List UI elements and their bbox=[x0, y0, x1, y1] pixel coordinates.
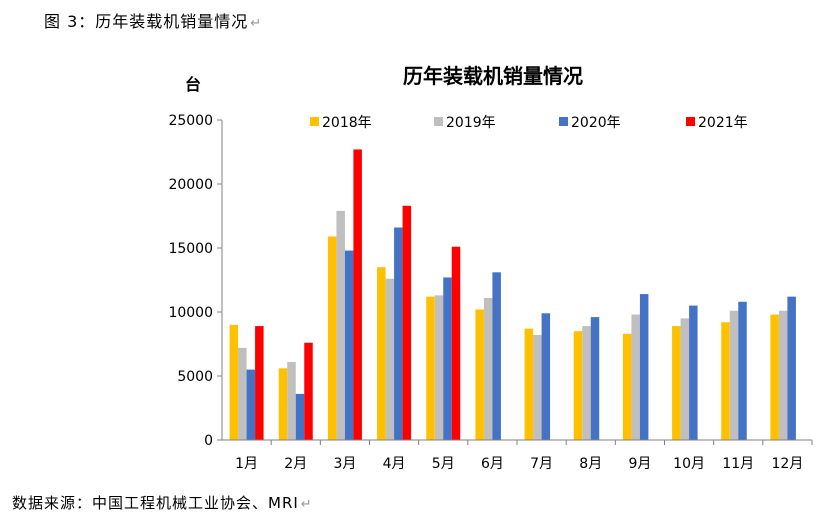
bar-2019年-10月 bbox=[681, 318, 690, 440]
bar-2019年-8月 bbox=[582, 326, 591, 440]
source-note: 数据来源：中国工程机械工业协会、MRI ↵ bbox=[12, 492, 313, 513]
y-tick-label: 10000 bbox=[168, 305, 213, 321]
legend-label: 2019年 bbox=[446, 115, 496, 131]
legend-label: 2018年 bbox=[322, 115, 372, 131]
legend: 2018年 2019年 2020年 2021年 bbox=[310, 115, 748, 131]
bar-2021年-1月 bbox=[255, 326, 263, 440]
bar-2020年-11月 bbox=[738, 302, 747, 440]
bar-2020年-1月 bbox=[247, 370, 256, 440]
bar-chart: 历年装载机销量情况 台 2018年 2019年 2020年 2021年 0 5000 10… bbox=[0, 0, 824, 515]
return-mark-icon: ↵ bbox=[301, 497, 313, 512]
bar-2018年-12月 bbox=[770, 315, 779, 440]
bar-2019年-2月 bbox=[287, 362, 296, 440]
x-tick-label: 6月 bbox=[481, 456, 504, 472]
x-tick-label: 3月 bbox=[333, 456, 356, 472]
legend-swatch bbox=[310, 117, 319, 126]
bar-2020年-3月 bbox=[345, 251, 354, 440]
x-tick-label: 7月 bbox=[530, 456, 553, 472]
bar-2018年-8月 bbox=[574, 331, 583, 440]
legend-label: 2021年 bbox=[698, 115, 748, 131]
legend-swatch bbox=[559, 117, 568, 126]
legend-swatch bbox=[686, 117, 695, 126]
bar-2018年-2月 bbox=[279, 368, 288, 440]
bar-2021年-4月 bbox=[403, 206, 412, 440]
y-tick-label: 25000 bbox=[168, 113, 213, 129]
bar-2019年-5月 bbox=[435, 295, 444, 440]
y-tick-label: 15000 bbox=[168, 241, 213, 257]
bar-2020年-9月 bbox=[640, 294, 649, 440]
bar-2018年-5月 bbox=[426, 297, 435, 440]
bar-2019年-12月 bbox=[779, 311, 788, 440]
x-tick-label: 2月 bbox=[284, 456, 307, 472]
bar-2020年-8月 bbox=[591, 317, 600, 440]
x-tick-label: 11月 bbox=[722, 456, 754, 472]
bar-2018年-6月 bbox=[475, 309, 484, 440]
bar-2019年-6月 bbox=[484, 298, 493, 440]
bar-2020年-5月 bbox=[443, 277, 452, 440]
y-tick-label: 20000 bbox=[168, 177, 213, 193]
bar-2018年-11月 bbox=[721, 322, 730, 440]
y-tick-label: 0 bbox=[204, 433, 213, 449]
bars bbox=[230, 149, 796, 440]
x-tick-label: 8月 bbox=[579, 456, 602, 472]
bar-2018年-7月 bbox=[525, 329, 534, 440]
bar-2020年-7月 bbox=[542, 313, 551, 440]
x-tick-label: 10月 bbox=[673, 456, 705, 472]
bar-2021年-5月 bbox=[452, 247, 461, 440]
y-axis-ticks: 0 5000 10000 15000 20000 25000 bbox=[168, 113, 222, 449]
bar-2019年-4月 bbox=[386, 279, 395, 440]
bar-2021年-2月 bbox=[304, 343, 313, 440]
x-axis-ticks: 1月 2月 3月 4月 5月 6月 7月 8月 9月 10月 11月 12月 bbox=[235, 440, 812, 472]
bar-2019年-7月 bbox=[533, 335, 542, 440]
x-tick-label: 9月 bbox=[628, 456, 651, 472]
chart-title: 历年装载机销量情况 bbox=[403, 64, 583, 88]
source-text: 数据来源：中国工程机械工业协会、MRI bbox=[12, 494, 299, 512]
x-tick-label: 1月 bbox=[235, 456, 258, 472]
bar-2020年-2月 bbox=[296, 394, 305, 440]
bar-2020年-6月 bbox=[492, 272, 501, 440]
bar-2018年-9月 bbox=[623, 334, 632, 440]
y-tick-label: 5000 bbox=[177, 369, 213, 385]
legend-label: 2020年 bbox=[571, 115, 621, 131]
bar-2020年-10月 bbox=[689, 306, 698, 440]
bar-2019年-3月 bbox=[336, 211, 345, 440]
legend-swatch bbox=[434, 117, 443, 126]
bar-2018年-1月 bbox=[230, 325, 239, 440]
bar-2019年-9月 bbox=[631, 315, 640, 440]
bar-2018年-10月 bbox=[672, 326, 681, 440]
x-tick-label: 4月 bbox=[383, 456, 406, 472]
bar-2018年-4月 bbox=[377, 267, 386, 440]
x-tick-label: 5月 bbox=[432, 456, 455, 472]
x-tick-label: 12月 bbox=[772, 456, 804, 472]
y-axis-label: 台 bbox=[185, 75, 201, 94]
bar-2019年-11月 bbox=[730, 311, 739, 440]
bar-2020年-12月 bbox=[787, 297, 796, 440]
bar-2021年-3月 bbox=[353, 149, 362, 440]
bar-2019年-1月 bbox=[238, 348, 247, 440]
bar-2018年-3月 bbox=[328, 236, 337, 440]
bar-2020年-4月 bbox=[394, 228, 403, 440]
